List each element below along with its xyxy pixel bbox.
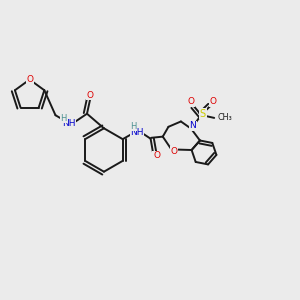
Text: O: O bbox=[87, 91, 94, 100]
Text: NH: NH bbox=[130, 128, 144, 137]
Text: O: O bbox=[26, 75, 33, 84]
Text: O: O bbox=[210, 97, 217, 106]
Text: CH₃: CH₃ bbox=[218, 113, 232, 122]
Text: NH: NH bbox=[62, 119, 76, 128]
Text: H: H bbox=[130, 122, 137, 131]
Text: O: O bbox=[153, 152, 160, 160]
Text: O: O bbox=[187, 97, 194, 106]
Text: H: H bbox=[60, 114, 66, 123]
Text: O: O bbox=[171, 147, 178, 156]
Text: S: S bbox=[200, 109, 206, 119]
Text: N: N bbox=[189, 121, 196, 130]
